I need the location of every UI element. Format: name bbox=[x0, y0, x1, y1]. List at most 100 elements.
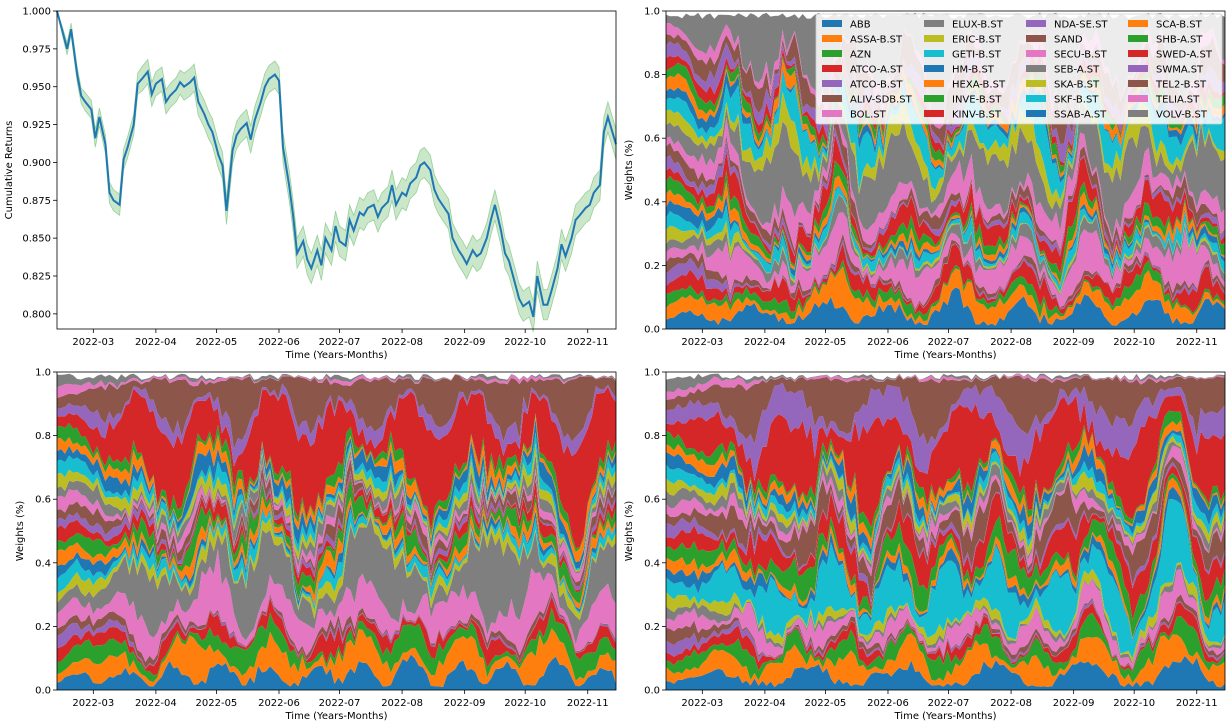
y-tick-label: 0.950 bbox=[22, 82, 51, 93]
x-axis-label: Time (Years-Months) bbox=[894, 711, 997, 722]
y-tick-label: 1.0 bbox=[644, 368, 660, 379]
x-tick-label: 2022-09 bbox=[444, 698, 486, 709]
legend-swatch bbox=[822, 80, 842, 87]
area-secu-b-st bbox=[666, 445, 1225, 577]
legend-swatch bbox=[822, 35, 842, 42]
legend-label: HM-B.ST bbox=[952, 65, 995, 76]
legend-swatch bbox=[1128, 50, 1148, 57]
legend-swatch bbox=[924, 65, 944, 72]
legend-swatch bbox=[1026, 95, 1046, 102]
area-secu-b-st bbox=[666, 111, 1225, 251]
x-tick-label: 2022-03 bbox=[72, 337, 114, 348]
y-axis-label: Weights (%) bbox=[624, 140, 635, 201]
x-tick-label: 2022-06 bbox=[258, 698, 300, 709]
y-tick-label: 0.975 bbox=[22, 44, 51, 55]
legend-swatch bbox=[924, 95, 944, 102]
x-tick-label: 2022-03 bbox=[681, 337, 723, 348]
x-tick-label: 2022-09 bbox=[1053, 337, 1095, 348]
cumulative-returns-line bbox=[56, 10, 617, 318]
confidence-band bbox=[56, 10, 617, 333]
legend-box bbox=[815, 13, 1223, 125]
y-tick-label: 1.000 bbox=[22, 7, 51, 18]
legend-swatch bbox=[1026, 110, 1046, 117]
legend-label: ABB bbox=[850, 20, 871, 31]
area-abb bbox=[57, 654, 616, 690]
legend-label: INVE-B.ST bbox=[952, 95, 1002, 106]
legend-label: TELIA.ST bbox=[1155, 95, 1200, 106]
x-axis-label: Time (Years-Months) bbox=[285, 711, 388, 722]
area-sca-b-st bbox=[666, 420, 1225, 550]
area-sand bbox=[666, 116, 1225, 256]
y-tick-label: 1.0 bbox=[35, 368, 51, 379]
area-atco-a-st bbox=[666, 243, 1225, 316]
legend-swatch bbox=[1026, 35, 1046, 42]
axes-frame-3 bbox=[56, 371, 617, 691]
legend-label: GETI-B.ST bbox=[952, 50, 1002, 61]
x-tick-label: 2022-04 bbox=[135, 337, 177, 348]
x-tick-label: 2022-10 bbox=[1113, 698, 1155, 709]
y-tick-label: 0.4 bbox=[35, 558, 51, 569]
legend-swatch bbox=[924, 35, 944, 42]
legend-label: SAND bbox=[1054, 35, 1083, 46]
x-tick-label: 2022-04 bbox=[744, 698, 786, 709]
x-tick-label: 2022-08 bbox=[381, 337, 423, 348]
legend-swatch bbox=[1128, 20, 1148, 27]
x-tick-label: 2022-09 bbox=[444, 337, 486, 348]
legend-label: HEXA-B.ST bbox=[952, 80, 1006, 91]
x-tick-label: 2022-08 bbox=[381, 698, 423, 709]
x-tick-label: 2022-07 bbox=[319, 337, 361, 348]
area-sand bbox=[57, 458, 616, 586]
legend-label: AZN bbox=[850, 50, 871, 61]
legend-swatch bbox=[1026, 65, 1046, 72]
area-elux-b-st bbox=[57, 515, 616, 645]
area-assa-b-st bbox=[57, 628, 616, 687]
area-bol-st bbox=[666, 569, 1225, 669]
legend-swatch bbox=[924, 20, 944, 27]
area-telia-st bbox=[666, 22, 1225, 129]
legend-swatch bbox=[822, 50, 842, 57]
area-assa-b-st bbox=[666, 266, 1225, 326]
legend-swatch bbox=[1128, 110, 1148, 117]
area-swed-a-st bbox=[666, 48, 1225, 166]
legend-swatch bbox=[822, 65, 842, 72]
y-tick-label: 0.2 bbox=[644, 261, 660, 272]
legend-swatch bbox=[1128, 35, 1148, 42]
y-tick-label: 0.0 bbox=[35, 686, 51, 697]
legend-swatch bbox=[1128, 95, 1148, 102]
legend-label: SWED-A.ST bbox=[1156, 50, 1213, 61]
x-tick-label: 2022-08 bbox=[990, 698, 1032, 709]
y-axis-label: Weights (%) bbox=[624, 501, 635, 562]
legend-swatch bbox=[1128, 80, 1148, 87]
legend-label: SSAB-A.ST bbox=[1054, 110, 1107, 121]
area-aliv-sdb-st bbox=[57, 591, 616, 669]
legend-label: SECU-B.ST bbox=[1054, 50, 1108, 61]
legend-swatch bbox=[924, 50, 944, 57]
area-inve-b-st bbox=[666, 160, 1225, 284]
area-assa-b-st bbox=[666, 633, 1225, 688]
x-tick-label: 2022-07 bbox=[319, 698, 361, 709]
x-tick-label: 2022-06 bbox=[258, 337, 300, 348]
area-hexa-b-st bbox=[666, 175, 1225, 286]
x-tick-label: 2022-07 bbox=[928, 698, 970, 709]
area-ssab-a-st bbox=[666, 429, 1225, 556]
legend-label: ASSA-B.ST bbox=[850, 35, 903, 46]
area-swma-st bbox=[57, 383, 616, 467]
legend-label: SWMA.ST bbox=[1156, 65, 1204, 76]
legend-label: SKA-B.ST bbox=[1054, 80, 1100, 91]
area-abb bbox=[666, 287, 1225, 329]
legend-swatch bbox=[924, 80, 944, 87]
area-skf-b-st bbox=[666, 432, 1225, 563]
area-sand bbox=[666, 456, 1225, 602]
legend-label: SEB-A.ST bbox=[1054, 65, 1100, 76]
area-swed-a-st bbox=[666, 395, 1225, 528]
legend-label: VOLV-B.ST bbox=[1156, 110, 1208, 121]
legend-swatch bbox=[1026, 20, 1046, 27]
y-tick-label: 0.4 bbox=[644, 197, 660, 208]
legend-label: NDA-SE.ST bbox=[1054, 20, 1108, 31]
y-tick-label: 0.6 bbox=[644, 495, 660, 506]
x-tick-label: 2022-08 bbox=[990, 337, 1032, 348]
legend-label: ATCO-B.ST bbox=[850, 80, 903, 91]
x-tick-label: 2022-10 bbox=[504, 698, 546, 709]
y-axis-label: Weights (%) bbox=[15, 501, 26, 562]
